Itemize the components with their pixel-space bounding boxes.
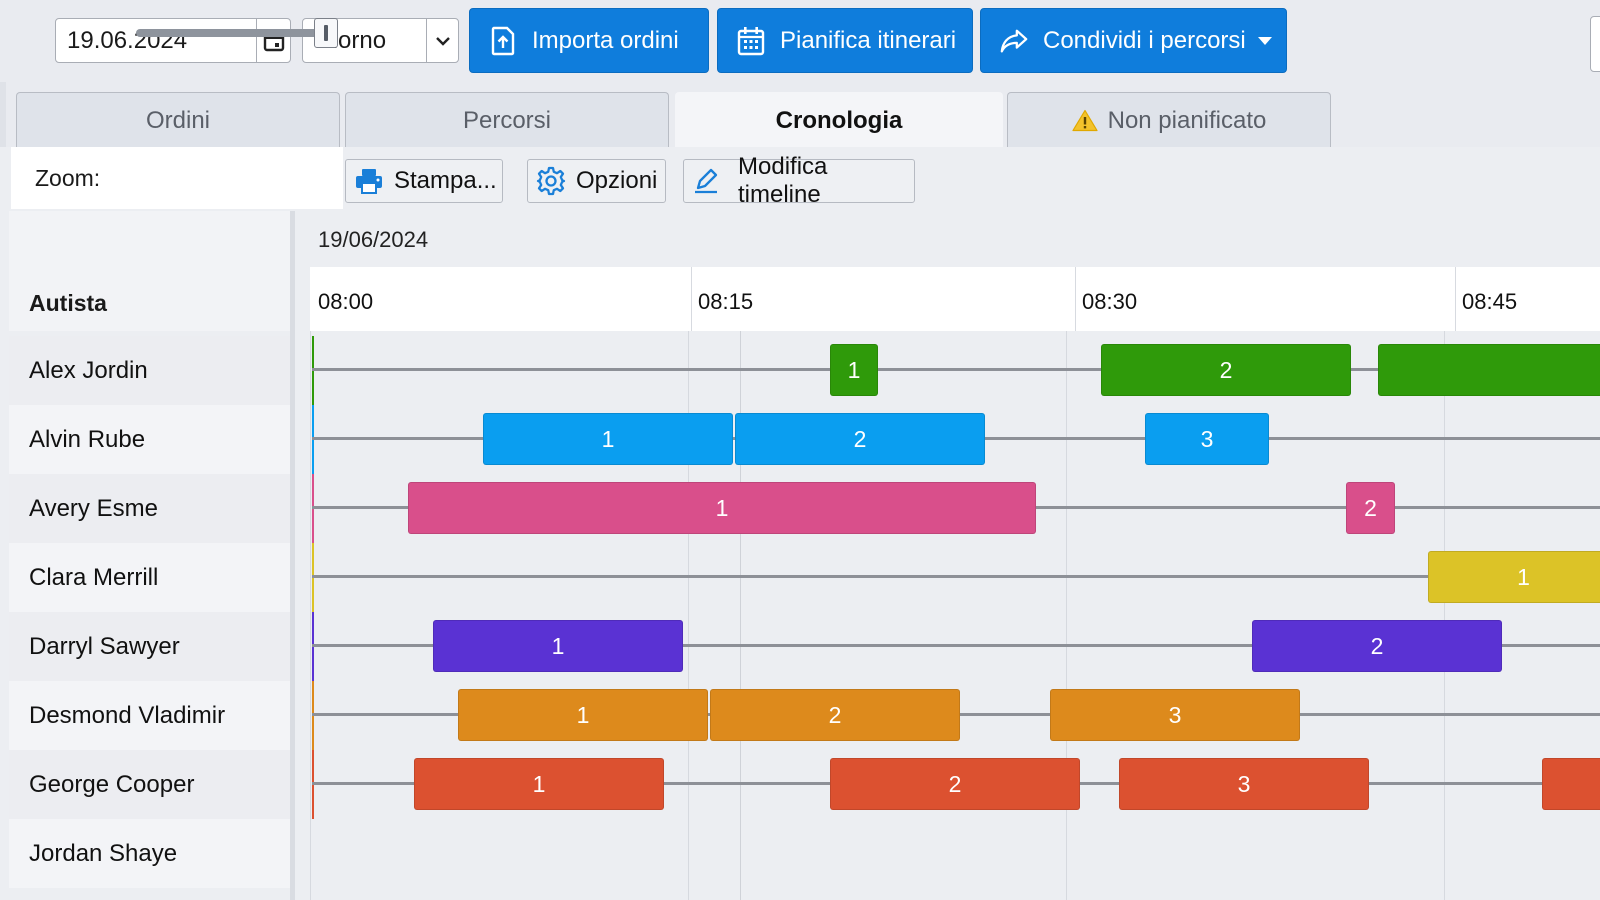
timeline-date-label: 19/06/2024: [318, 227, 429, 252]
route-stop-block[interactable]: 2: [735, 413, 985, 465]
gear-icon: [536, 166, 566, 196]
time-separator: [1075, 267, 1076, 331]
route-track-line: [312, 575, 1600, 578]
zoom-slider-handle[interactable]: [314, 18, 338, 48]
driver-row-label[interactable]: Alex Jordin: [9, 336, 290, 405]
plan-routes-label: Pianifica itinerari: [780, 26, 957, 54]
route-stop-block[interactable]: 3: [1145, 413, 1269, 465]
options-button[interactable]: Opzioni: [527, 159, 666, 203]
zoom-slider-track[interactable]: [136, 29, 336, 37]
top-toolbar: 19.06.2024 Giorno Importa ordini Pianifi…: [0, 0, 1600, 82]
import-orders-button[interactable]: Importa ordini: [469, 8, 709, 73]
route-stop-block[interactable]: 2: [1101, 344, 1351, 396]
time-separator: [691, 267, 692, 331]
tab-non-pianificato-label: Non pianificato: [1107, 106, 1267, 134]
driver-row-label[interactable]: Desmond Vladimir: [9, 681, 290, 750]
share-routes-button[interactable]: Condividi i percorsi: [980, 8, 1287, 73]
share-arrow-icon: [999, 26, 1029, 56]
driver-row-label[interactable]: Darryl Sawyer: [9, 612, 290, 681]
zoom-label: Zoom:: [35, 164, 101, 191]
grid-line: [310, 331, 311, 900]
plan-routes-button[interactable]: Pianifica itinerari: [717, 8, 973, 73]
tab-ordini-label: Ordini: [145, 106, 211, 134]
time-label: 08:00: [318, 289, 374, 314]
current-time-line: [740, 331, 742, 900]
driver-row-label[interactable]: Clara Merrill: [9, 543, 290, 612]
resource-header: Autista: [9, 211, 290, 331]
caret-down-icon: [1257, 36, 1272, 45]
route-stop-block[interactable]: 2: [830, 758, 1080, 810]
grid-line: [1444, 331, 1445, 900]
tab-cronologia-label: Cronologia: [775, 106, 903, 134]
route-stop-block[interactable]: 1: [433, 620, 683, 672]
chevron-down-icon[interactable]: [426, 19, 458, 62]
zoom-control: Zoom:: [11, 147, 343, 209]
route-stop-block[interactable]: 1: [414, 758, 664, 810]
share-routes-label: Condividi i percorsi: [1043, 26, 1246, 54]
calendar-icon[interactable]: [256, 19, 290, 62]
route-track-line: [312, 368, 1600, 371]
route-stop-block[interactable]: 2: [1346, 482, 1395, 534]
import-orders-label: Importa ordini: [532, 26, 679, 54]
date-picker[interactable]: 19.06.2024: [55, 18, 291, 63]
overflow-control[interactable]: [1590, 16, 1600, 72]
driver-row-label[interactable]: Jordan Shaye: [9, 819, 290, 888]
timeline-time-header: 08:00 08:15 08:30 08:45: [310, 267, 1600, 331]
calendar-grid-icon: [736, 26, 766, 56]
print-button[interactable]: Stampa...: [345, 159, 503, 203]
tab-cronologia[interactable]: Cronologia: [675, 92, 1003, 148]
grid-line: [688, 331, 689, 900]
printer-icon: [354, 167, 384, 195]
column-resizer[interactable]: [290, 211, 295, 900]
route-stop-block[interactable]: [1378, 344, 1600, 396]
route-track-line: [312, 644, 1600, 647]
grid-line: [1066, 331, 1067, 900]
driver-row-label[interactable]: George Cooper: [9, 750, 290, 819]
route-stop-block[interactable]: 2: [1252, 620, 1502, 672]
route-stop-block[interactable]: [1542, 758, 1600, 810]
route-stop-block[interactable]: 1: [408, 482, 1036, 534]
tab-ordini[interactable]: Ordini: [16, 92, 340, 148]
file-import-icon: [488, 26, 518, 56]
time-label: 08:30: [1082, 289, 1138, 314]
warning-icon: [1072, 109, 1098, 132]
timeline-date-header: 19/06/2024: [310, 211, 1600, 267]
time-label: 08:15: [698, 289, 754, 314]
route-stop-block[interactable]: 2: [710, 689, 960, 741]
route-stop-block[interactable]: 3: [1050, 689, 1300, 741]
route-stop-block[interactable]: 1: [830, 344, 878, 396]
edit-timeline-label: Modifica timeline: [738, 153, 828, 208]
resource-header-label: Autista: [29, 290, 107, 316]
driver-row-label[interactable]: Avery Esme: [9, 474, 290, 543]
route-stop-block[interactable]: 1: [483, 413, 733, 465]
route-stop-block[interactable]: 1: [458, 689, 708, 741]
time-label: 08:45: [1462, 289, 1518, 314]
time-separator: [1455, 267, 1456, 331]
options-label: Opzioni: [576, 167, 658, 194]
tab-percorsi-label: Percorsi: [462, 106, 552, 134]
print-label: Stampa...: [394, 167, 497, 194]
route-stop-block[interactable]: 3: [1119, 758, 1369, 810]
driver-row-label[interactable]: Alvin Rube: [9, 405, 290, 474]
route-stop-block[interactable]: 1: [1428, 551, 1600, 603]
edit-timeline-button[interactable]: Modifica timeline: [683, 153, 915, 208]
tab-percorsi[interactable]: Percorsi: [345, 92, 669, 148]
pencil-icon: [692, 167, 720, 195]
tab-non-pianificato[interactable]: Non pianificato: [1007, 92, 1331, 148]
